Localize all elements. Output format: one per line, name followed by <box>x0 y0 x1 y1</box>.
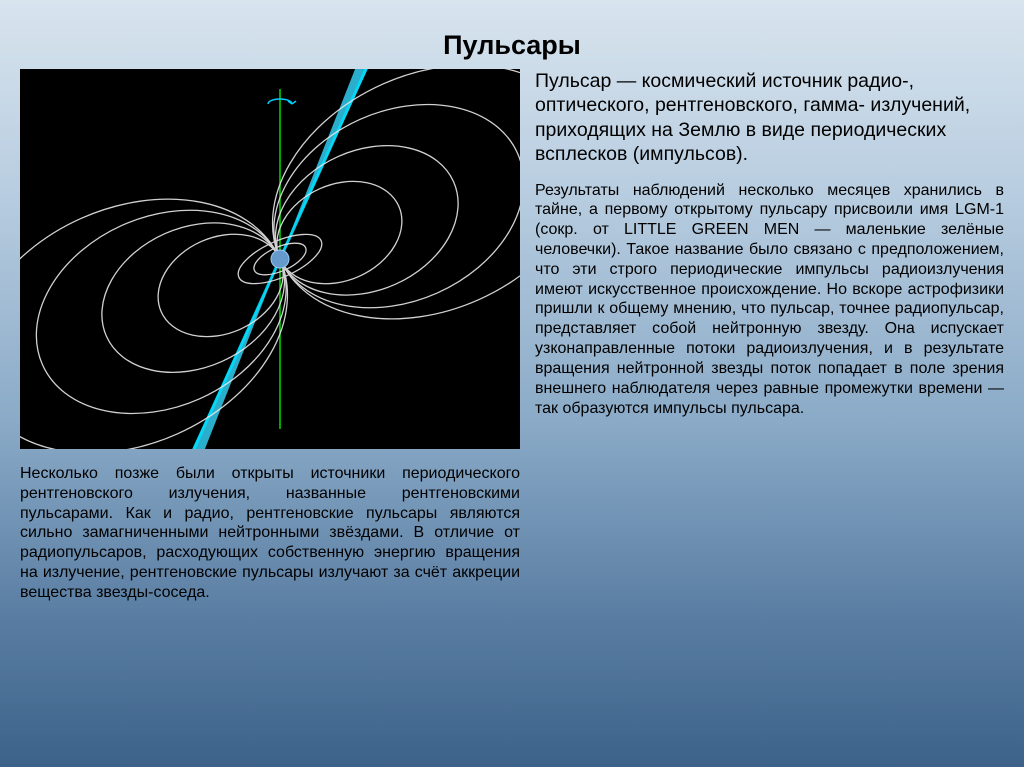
history-paragraph: Результаты наблюдений несколько месяцев … <box>535 181 1004 419</box>
xray-paragraph: Несколько позже были открыты источники п… <box>20 464 520 603</box>
pulsar-diagram <box>20 69 520 449</box>
left-column: Несколько позже были открыты источники п… <box>20 69 535 603</box>
content-container: Несколько позже были открыты источники п… <box>0 69 1024 603</box>
right-column: Пульсар — космический источник радио-, о… <box>535 69 1004 603</box>
definition-paragraph: Пульсар — космический источник радио-, о… <box>535 69 1004 167</box>
page-title: Пульсары <box>0 0 1024 69</box>
